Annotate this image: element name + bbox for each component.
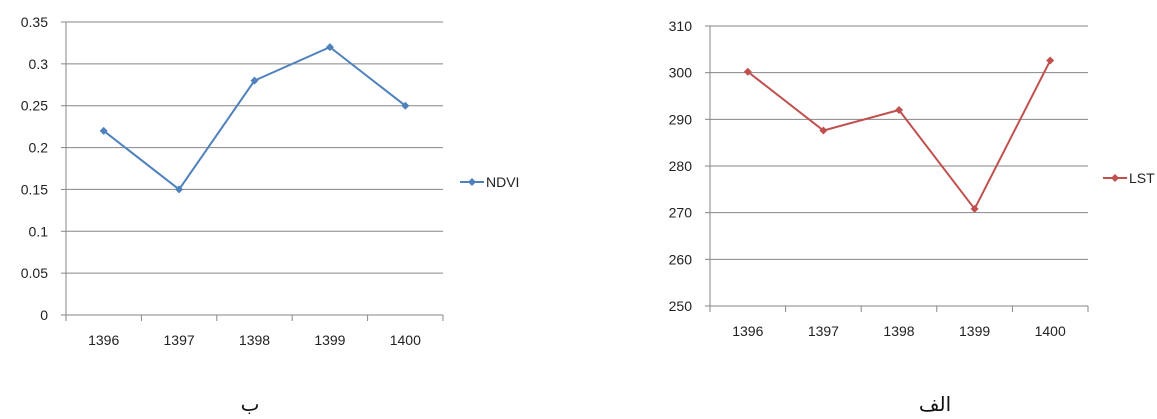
y-tick-label: 0.35 [21, 14, 48, 30]
y-tick-label: 290 [669, 111, 693, 127]
x-tick-label: 1397 [164, 332, 195, 348]
y-tick-label: 260 [669, 251, 693, 267]
y-tick-label: 310 [669, 18, 693, 34]
data-point [1046, 56, 1055, 65]
x-tick-label: 1400 [1035, 323, 1066, 339]
data-point [250, 76, 259, 85]
x-tick-label: 1396 [88, 332, 119, 348]
legend-label: NDVI [486, 174, 519, 190]
y-tick-label: 0.1 [29, 223, 49, 239]
x-tick-label: 1400 [390, 332, 421, 348]
chart-0: 0 0.05 0.1 0.15 0.2 0.25 0.3 0.35 1396 1397 1398 13… [21, 14, 520, 416]
y-tick-label: 0.2 [29, 140, 49, 156]
legend-marker [1111, 174, 1119, 182]
x-tick-label: 1399 [314, 332, 345, 348]
series-line-ndvi [103, 45, 406, 191]
chart-1: 250 260 270 280 290 300 310 1396 1397 1398 1399 140… [669, 18, 1155, 416]
x-tick-label: 1398 [239, 332, 270, 348]
chart-caption: الف [919, 392, 951, 416]
y-tick-label: 250 [669, 298, 693, 314]
y-tick-label: 0.05 [21, 265, 48, 281]
y-tick-label: 280 [669, 158, 693, 174]
y-tick-label: 300 [669, 65, 693, 81]
y-tick-label: 0.25 [21, 98, 48, 114]
x-tick-label: 1396 [732, 323, 763, 339]
data-point [895, 106, 903, 114]
data-point [325, 43, 334, 52]
y-tick-label: 0.15 [21, 181, 48, 197]
x-tick-label: 1397 [808, 323, 839, 339]
y-tick-label: 0 [40, 307, 48, 323]
series-line-lst [747, 60, 1052, 211]
data-point [99, 126, 108, 135]
x-tick-label: 1399 [959, 323, 990, 339]
y-tick-label: 0.3 [29, 56, 49, 72]
x-tick-label: 1398 [883, 323, 914, 339]
data-point [401, 101, 410, 110]
legend-marker [468, 178, 476, 186]
data-point [175, 185, 184, 194]
y-tick-label: 270 [669, 205, 693, 221]
data-point [970, 204, 979, 213]
chart-caption: ب [241, 392, 260, 416]
legend-label: LST [1129, 170, 1155, 186]
data-point [819, 126, 828, 135]
data-point [743, 67, 752, 76]
